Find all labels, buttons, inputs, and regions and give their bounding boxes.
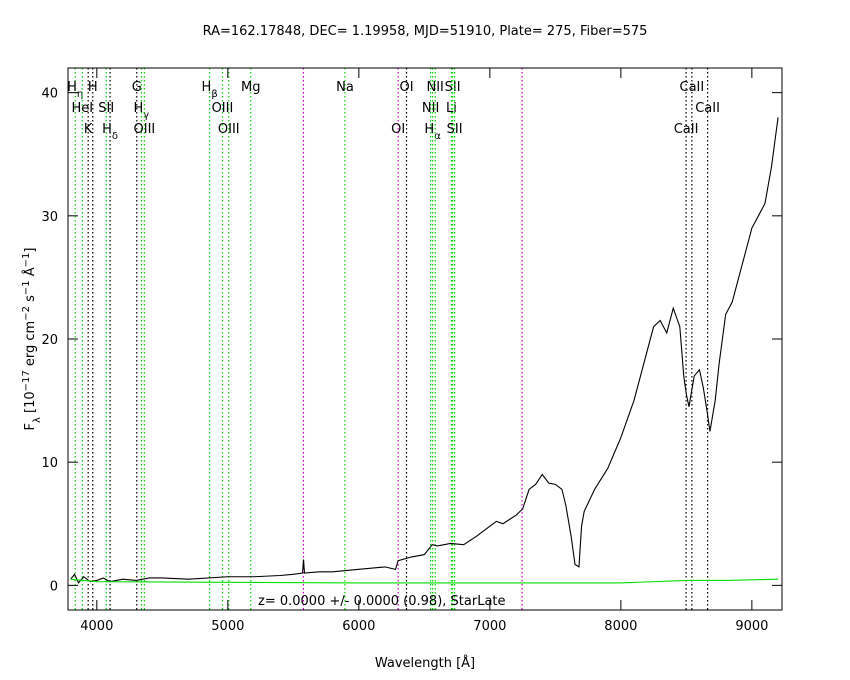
spectral-line-label-text: OI bbox=[399, 80, 413, 95]
x-tick-label: 7000 bbox=[473, 619, 506, 634]
spectral-line-label-text: H bbox=[102, 122, 112, 137]
spectral-line-label: SII bbox=[447, 122, 463, 137]
y-axis-label-part: [10 bbox=[23, 391, 38, 417]
spectral-line-label-sub: α bbox=[434, 131, 441, 142]
spectral-line-label: CaII bbox=[695, 101, 720, 116]
spectral-line-label: H bbox=[88, 80, 98, 95]
x-tick-label: 4000 bbox=[80, 619, 113, 634]
x-tick-label: 8000 bbox=[604, 619, 637, 634]
spectral-line-label: NII bbox=[422, 101, 439, 116]
spectral-line-label-sub: γ bbox=[143, 110, 149, 121]
spectral-line-label: CaII bbox=[680, 80, 705, 95]
spectral-line-label-text: SII bbox=[445, 80, 461, 95]
spectral-line-label: K bbox=[84, 122, 93, 137]
spectral-line-label-text: G bbox=[132, 80, 142, 95]
spectrum-line bbox=[70, 117, 779, 584]
x-axis-label: Wavelength [Å] bbox=[375, 655, 475, 671]
y-axis-label-part: −17 bbox=[21, 370, 32, 391]
y-axis-label-part: −2 bbox=[21, 306, 32, 321]
spectral-line-label-text: CaII bbox=[674, 122, 699, 137]
y-axis-label-part: erg cm bbox=[23, 321, 38, 370]
spectral-line-label: OI bbox=[391, 122, 405, 137]
y-axis-label-part: s bbox=[23, 295, 38, 306]
x-tick-label: 9000 bbox=[735, 619, 768, 634]
y-axis-label: Fλ [10−17 erg cm−2 s−1 Å−1] bbox=[21, 248, 43, 431]
spectral-line-label-text: Na bbox=[336, 80, 354, 95]
y-tick-label: 40 bbox=[41, 87, 58, 102]
spectral-line-label: Hη bbox=[67, 80, 83, 100]
y-axis-label-part: λ bbox=[32, 417, 43, 423]
spectral-line-label-text: OIII bbox=[218, 122, 240, 137]
y-axis-label-part: Å bbox=[22, 267, 38, 280]
spectral-line-label-text: CaII bbox=[695, 101, 720, 116]
spectral-line-label: Hα bbox=[424, 122, 441, 142]
redshift-annotation: z= 0.0000 +/- 0.0000 (0.98), StarLate bbox=[258, 594, 506, 609]
spectral-line-label: Na bbox=[336, 80, 354, 95]
y-tick-label: 0 bbox=[50, 579, 58, 594]
spectral-line-label: Hβ bbox=[202, 80, 218, 100]
spectral-line-label-text: Li bbox=[446, 101, 457, 116]
y-axis-label-part: −1 bbox=[21, 253, 32, 268]
spectral-line-label-sub: δ bbox=[112, 131, 118, 142]
spectral-line-label-text: H bbox=[424, 122, 434, 137]
spectral-line-label: Hδ bbox=[102, 122, 118, 142]
spectral-line-label-text: SII bbox=[98, 101, 114, 116]
spectral-line-label-sub: η bbox=[77, 89, 83, 100]
y-tick-label: 30 bbox=[41, 210, 58, 225]
spectral-line-label-text: H bbox=[134, 101, 144, 116]
spectral-line-label: SII bbox=[445, 80, 461, 95]
spectral-line-label: OIII bbox=[134, 122, 156, 137]
x-tick-label: 5000 bbox=[211, 619, 244, 634]
spectrum-line bbox=[70, 578, 779, 584]
spectral-line-label: OIII bbox=[212, 101, 234, 116]
spectral-line-label: NII bbox=[427, 80, 444, 95]
spectral-line-label: G bbox=[132, 80, 142, 95]
spectral-line-label: Li bbox=[446, 101, 457, 116]
spectral-line-label-text: K bbox=[84, 122, 93, 137]
spectral-line-label: CaII bbox=[674, 122, 699, 137]
spectral-line-label: Mg bbox=[241, 80, 260, 95]
spectral-line-label-text: H bbox=[202, 80, 212, 95]
spectral-line-label: SII bbox=[98, 101, 114, 116]
y-tick-label: 10 bbox=[41, 456, 58, 471]
spectral-line-label-text: OI bbox=[391, 122, 405, 137]
spectral-line-label-text: CaII bbox=[680, 80, 705, 95]
x-tick-label: 6000 bbox=[342, 619, 375, 634]
chart-title: RA=162.17848, DEC= 1.19958, MJD=51910, P… bbox=[203, 24, 648, 39]
y-axis-label-part: ] bbox=[23, 248, 38, 253]
spectral-line-label-text: Mg bbox=[241, 80, 260, 95]
spectral-line-label-text: HeI bbox=[71, 101, 93, 116]
spectral-line-label: Hγ bbox=[134, 101, 150, 121]
spectral-line-label-text: H bbox=[88, 80, 98, 95]
spectral-line-label-text: NII bbox=[422, 101, 439, 116]
y-axis-label-part: −1 bbox=[21, 280, 32, 295]
spectral-line-label-text: OIII bbox=[212, 101, 234, 116]
y-tick-label: 20 bbox=[41, 333, 58, 348]
spectral-line-label: HeI bbox=[71, 101, 93, 116]
spectral-line-label-sub: β bbox=[211, 89, 217, 100]
spectral-line-label-text: SII bbox=[447, 122, 463, 137]
spectral-line-label-text: H bbox=[67, 80, 77, 95]
y-axis-label-part: F bbox=[23, 423, 38, 430]
spectral-line-label-text: OIII bbox=[134, 122, 156, 137]
spectral-line-label: OI bbox=[399, 80, 413, 95]
spectral-line-label-text: NII bbox=[427, 80, 444, 95]
spectral-line-label: OIII bbox=[218, 122, 240, 137]
